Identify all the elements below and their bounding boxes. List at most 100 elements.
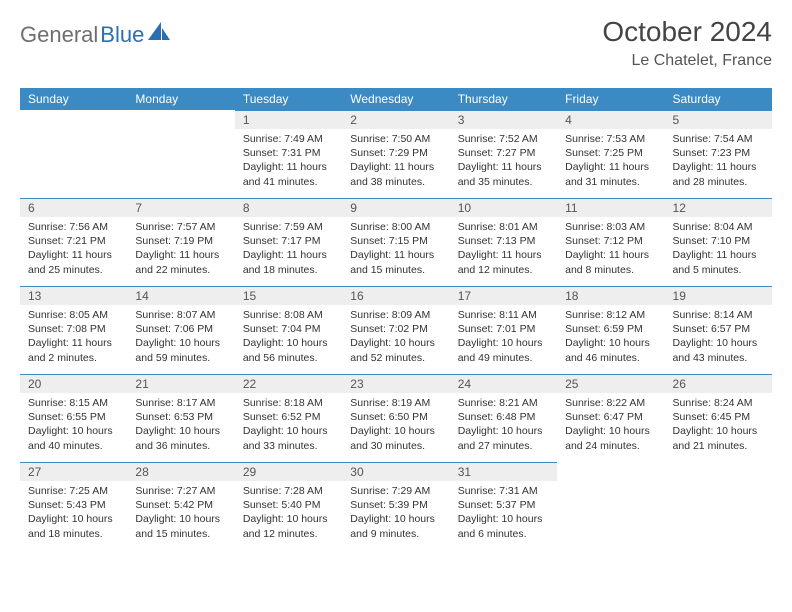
- daylight-text: Daylight: 10 hours and 43 minutes.: [673, 336, 764, 364]
- sunrise-text: Sunrise: 8:18 AM: [243, 396, 334, 410]
- dayname-header: Thursday: [450, 88, 557, 110]
- sunset-text: Sunset: 6:52 PM: [243, 410, 334, 424]
- dayname-header: Wednesday: [342, 88, 449, 110]
- sunrise-text: Sunrise: 8:24 AM: [673, 396, 764, 410]
- daylight-text: Daylight: 10 hours and 27 minutes.: [458, 424, 549, 452]
- sunset-text: Sunset: 7:29 PM: [350, 146, 441, 160]
- daylight-text: Daylight: 10 hours and 12 minutes.: [243, 512, 334, 540]
- day-number: 25: [557, 374, 664, 393]
- sunset-text: Sunset: 7:21 PM: [28, 234, 119, 248]
- day-number: 26: [665, 374, 772, 393]
- day-content: Sunrise: 8:03 AMSunset: 7:12 PMDaylight:…: [557, 217, 664, 281]
- day-number: 19: [665, 286, 772, 305]
- day-number: 11: [557, 198, 664, 217]
- dayname-header: Sunday: [20, 88, 127, 110]
- daylight-text: Daylight: 10 hours and 56 minutes.: [243, 336, 334, 364]
- sunset-text: Sunset: 5:43 PM: [28, 498, 119, 512]
- calendar-day-cell: 19Sunrise: 8:14 AMSunset: 6:57 PMDayligh…: [665, 286, 772, 374]
- sunrise-text: Sunrise: 8:05 AM: [28, 308, 119, 322]
- day-content: Sunrise: 8:14 AMSunset: 6:57 PMDaylight:…: [665, 305, 772, 369]
- sunrise-text: Sunrise: 8:22 AM: [565, 396, 656, 410]
- daylight-text: Daylight: 11 hours and 28 minutes.: [673, 160, 764, 188]
- daylight-text: Daylight: 10 hours and 6 minutes.: [458, 512, 549, 540]
- sunset-text: Sunset: 7:19 PM: [135, 234, 226, 248]
- day-content: Sunrise: 8:08 AMSunset: 7:04 PMDaylight:…: [235, 305, 342, 369]
- sunrise-text: Sunrise: 8:12 AM: [565, 308, 656, 322]
- calendar-day-cell: 31Sunrise: 7:31 AMSunset: 5:37 PMDayligh…: [450, 462, 557, 550]
- sunset-text: Sunset: 7:31 PM: [243, 146, 334, 160]
- day-number: 4: [557, 110, 664, 129]
- day-number: 21: [127, 374, 234, 393]
- day-content: Sunrise: 8:21 AMSunset: 6:48 PMDaylight:…: [450, 393, 557, 457]
- calendar-day-cell: 1Sunrise: 7:49 AMSunset: 7:31 PMDaylight…: [235, 110, 342, 198]
- sunset-text: Sunset: 7:02 PM: [350, 322, 441, 336]
- daylight-text: Daylight: 11 hours and 18 minutes.: [243, 248, 334, 276]
- calendar-day-cell: 16Sunrise: 8:09 AMSunset: 7:02 PMDayligh…: [342, 286, 449, 374]
- daylight-text: Daylight: 10 hours and 52 minutes.: [350, 336, 441, 364]
- dayname-header: Monday: [127, 88, 234, 110]
- day-number: 2: [342, 110, 449, 129]
- day-content: Sunrise: 8:15 AMSunset: 6:55 PMDaylight:…: [20, 393, 127, 457]
- calendar-week-row: 13Sunrise: 8:05 AMSunset: 7:08 PMDayligh…: [20, 286, 772, 374]
- calendar-week-row: 1Sunrise: 7:49 AMSunset: 7:31 PMDaylight…: [20, 110, 772, 198]
- dayname-header: Friday: [557, 88, 664, 110]
- day-number: 16: [342, 286, 449, 305]
- daylight-text: Daylight: 10 hours and 15 minutes.: [135, 512, 226, 540]
- day-content: Sunrise: 8:12 AMSunset: 6:59 PMDaylight:…: [557, 305, 664, 369]
- sunrise-text: Sunrise: 7:27 AM: [135, 484, 226, 498]
- day-number: 23: [342, 374, 449, 393]
- daylight-text: Daylight: 11 hours and 8 minutes.: [565, 248, 656, 276]
- daylight-text: Daylight: 10 hours and 59 minutes.: [135, 336, 226, 364]
- calendar-day-cell: 3Sunrise: 7:52 AMSunset: 7:27 PMDaylight…: [450, 110, 557, 198]
- day-content: Sunrise: 7:54 AMSunset: 7:23 PMDaylight:…: [665, 129, 772, 193]
- day-number: 3: [450, 110, 557, 129]
- day-number: 27: [20, 462, 127, 481]
- sunrise-text: Sunrise: 7:56 AM: [28, 220, 119, 234]
- day-content: Sunrise: 8:09 AMSunset: 7:02 PMDaylight:…: [342, 305, 449, 369]
- sunset-text: Sunset: 7:04 PM: [243, 322, 334, 336]
- day-number: 14: [127, 286, 234, 305]
- title-block: October 2024 Le Chatelet, France: [602, 16, 772, 70]
- calendar-day-cell: [557, 462, 664, 550]
- header: GeneralBlue October 2024 Le Chatelet, Fr…: [20, 16, 772, 70]
- calendar-day-cell: 18Sunrise: 8:12 AMSunset: 6:59 PMDayligh…: [557, 286, 664, 374]
- calendar-day-cell: 13Sunrise: 8:05 AMSunset: 7:08 PMDayligh…: [20, 286, 127, 374]
- daylight-text: Daylight: 11 hours and 38 minutes.: [350, 160, 441, 188]
- day-content: Sunrise: 8:18 AMSunset: 6:52 PMDaylight:…: [235, 393, 342, 457]
- day-content: Sunrise: 7:56 AMSunset: 7:21 PMDaylight:…: [20, 217, 127, 281]
- day-content: Sunrise: 7:53 AMSunset: 7:25 PMDaylight:…: [557, 129, 664, 193]
- calendar-day-cell: [127, 110, 234, 198]
- day-content: Sunrise: 8:00 AMSunset: 7:15 PMDaylight:…: [342, 217, 449, 281]
- sunset-text: Sunset: 6:45 PM: [673, 410, 764, 424]
- sunset-text: Sunset: 7:10 PM: [673, 234, 764, 248]
- logo-sail-icon: [148, 22, 170, 42]
- day-content: Sunrise: 8:19 AMSunset: 6:50 PMDaylight:…: [342, 393, 449, 457]
- sunset-text: Sunset: 7:08 PM: [28, 322, 119, 336]
- sunrise-text: Sunrise: 7:52 AM: [458, 132, 549, 146]
- daylight-text: Daylight: 11 hours and 35 minutes.: [458, 160, 549, 188]
- daylight-text: Daylight: 11 hours and 41 minutes.: [243, 160, 334, 188]
- calendar-day-cell: 4Sunrise: 7:53 AMSunset: 7:25 PMDaylight…: [557, 110, 664, 198]
- day-number: 12: [665, 198, 772, 217]
- day-number: 29: [235, 462, 342, 481]
- daylight-text: Daylight: 11 hours and 31 minutes.: [565, 160, 656, 188]
- calendar-day-cell: 24Sunrise: 8:21 AMSunset: 6:48 PMDayligh…: [450, 374, 557, 462]
- day-number: 31: [450, 462, 557, 481]
- calendar-day-cell: 28Sunrise: 7:27 AMSunset: 5:42 PMDayligh…: [127, 462, 234, 550]
- calendar-day-cell: 21Sunrise: 8:17 AMSunset: 6:53 PMDayligh…: [127, 374, 234, 462]
- sunset-text: Sunset: 6:50 PM: [350, 410, 441, 424]
- calendar-day-cell: 12Sunrise: 8:04 AMSunset: 7:10 PMDayligh…: [665, 198, 772, 286]
- day-content: Sunrise: 8:11 AMSunset: 7:01 PMDaylight:…: [450, 305, 557, 369]
- logo: GeneralBlue: [20, 22, 170, 48]
- day-content: Sunrise: 7:28 AMSunset: 5:40 PMDaylight:…: [235, 481, 342, 545]
- calendar-week-row: 27Sunrise: 7:25 AMSunset: 5:43 PMDayligh…: [20, 462, 772, 550]
- sunset-text: Sunset: 7:25 PM: [565, 146, 656, 160]
- day-content: Sunrise: 7:57 AMSunset: 7:19 PMDaylight:…: [127, 217, 234, 281]
- calendar-day-cell: 20Sunrise: 8:15 AMSunset: 6:55 PMDayligh…: [20, 374, 127, 462]
- calendar-day-cell: 26Sunrise: 8:24 AMSunset: 6:45 PMDayligh…: [665, 374, 772, 462]
- day-content: Sunrise: 7:59 AMSunset: 7:17 PMDaylight:…: [235, 217, 342, 281]
- calendar-day-cell: 23Sunrise: 8:19 AMSunset: 6:50 PMDayligh…: [342, 374, 449, 462]
- sunrise-text: Sunrise: 8:09 AM: [350, 308, 441, 322]
- sunrise-text: Sunrise: 7:50 AM: [350, 132, 441, 146]
- day-number: 7: [127, 198, 234, 217]
